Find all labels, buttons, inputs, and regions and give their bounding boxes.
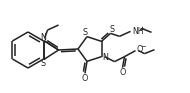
Text: N: N bbox=[41, 33, 47, 42]
Text: S: S bbox=[40, 59, 45, 68]
Text: N: N bbox=[103, 53, 108, 62]
Text: NH: NH bbox=[132, 27, 144, 36]
Text: O: O bbox=[119, 68, 126, 77]
Text: O: O bbox=[82, 74, 88, 83]
Text: S: S bbox=[82, 28, 88, 37]
Text: −: − bbox=[141, 44, 146, 50]
Text: +: + bbox=[139, 26, 145, 31]
Text: O: O bbox=[137, 45, 143, 54]
Text: S: S bbox=[110, 25, 115, 34]
